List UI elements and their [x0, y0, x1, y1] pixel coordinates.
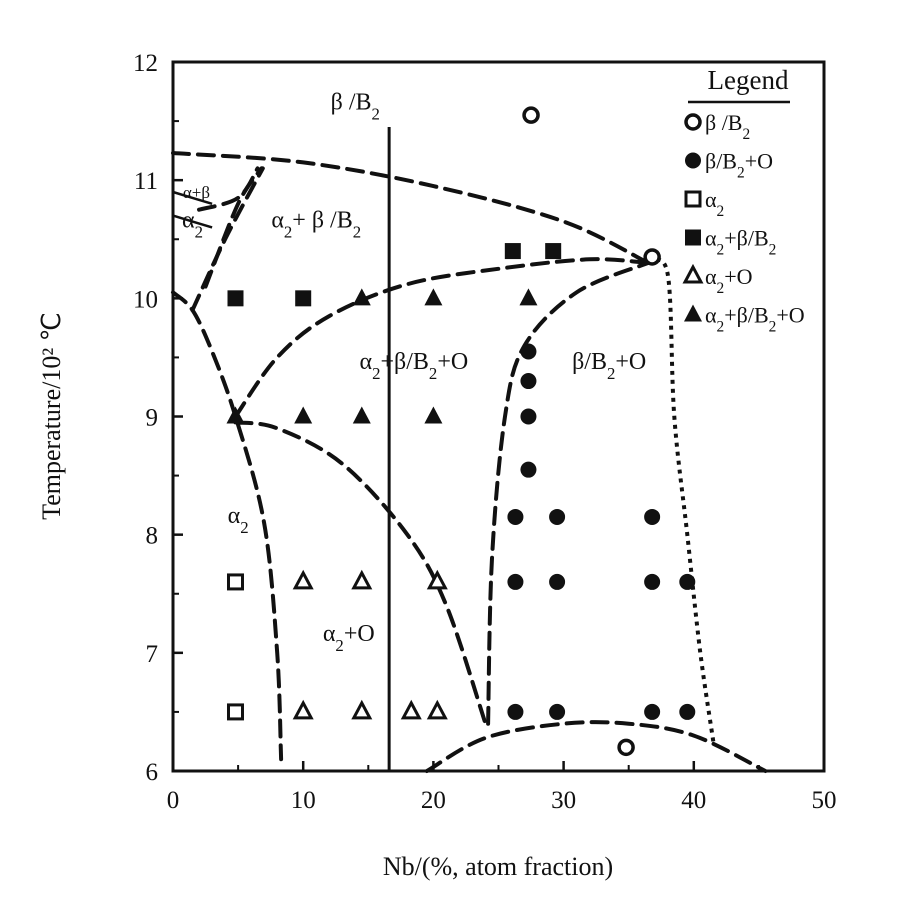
point-filled-square-2: [295, 290, 312, 307]
legend-entry-3: α2: [684, 187, 724, 220]
point-filled-triangle-7: [424, 406, 443, 424]
point-filled-triangle-3: [519, 288, 538, 306]
region-label-2: α+β: [183, 183, 210, 202]
point-filled-circle-2: [520, 373, 537, 390]
phase-boundary-2: [197, 166, 260, 212]
region-label-3: α2: [182, 207, 203, 241]
point-open-square-1: [226, 573, 244, 591]
point-filled-circle-6: [549, 508, 566, 525]
point-open-circle-1: [522, 106, 540, 124]
legend-marker-open-circle: [684, 113, 702, 131]
point-filled-square-4: [545, 243, 562, 260]
point-open-square-2: [226, 703, 244, 721]
legend-marker-filled-circle: [685, 152, 701, 169]
y-tick-label-12: 12: [133, 50, 158, 77]
legend-title: Legend: [708, 65, 789, 95]
x-axis-title: Nb/(%, atom fraction): [383, 852, 613, 881]
point-open-triangle-5: [351, 699, 373, 720]
point-open-triangle-3: [426, 569, 448, 590]
y-tick-label-9: 9: [146, 405, 159, 432]
y-tick-label-10: 10: [133, 286, 158, 313]
phase-boundary-1: [171, 151, 651, 265]
x-tick-label-0: 0: [167, 787, 180, 814]
x-tick-label-40: 40: [681, 787, 706, 814]
legend-entry-2: β/B2+O: [685, 149, 773, 182]
point-filled-circle-5: [507, 508, 524, 525]
x-tick-label-30: 30: [551, 787, 576, 814]
x-tick-label-20: 20: [421, 787, 446, 814]
phase-boundary-6: [233, 257, 651, 419]
y-tick-label-7: 7: [146, 641, 159, 668]
point-filled-square-3: [504, 243, 521, 260]
phase-boundary-8: [486, 260, 651, 726]
point-open-triangle-2: [351, 569, 373, 590]
y-tick-label-8: 8: [146, 523, 159, 550]
legend-label-2: β/B2+O: [705, 149, 773, 182]
phase-boundary-9: [424, 720, 768, 773]
legend-label-3: α2: [705, 187, 724, 220]
point-filled-square-1: [227, 290, 244, 307]
point-filled-circle-8: [507, 573, 524, 590]
legend-label-5: α2+O: [705, 264, 753, 297]
legend-label-6: α2+β/B2+O: [705, 303, 805, 336]
legend-label-1: β /B2: [705, 110, 750, 143]
point-filled-circle-7: [644, 508, 661, 525]
phase-boundary-11: [172, 214, 213, 229]
point-filled-circle-13: [549, 703, 566, 720]
region-label-1: β /B2: [331, 89, 380, 123]
legend-label-4: α2+β/B2: [705, 226, 776, 259]
region-label-8: α2+O: [323, 621, 375, 655]
point-open-circle-2: [643, 248, 661, 266]
point-filled-circle-1: [520, 343, 537, 360]
phase-boundary-12: [172, 190, 213, 205]
phase-boundary-5: [171, 290, 284, 762]
region-label-5: α2+β/B2+O: [360, 349, 469, 383]
legend-entry-5: α2+O: [682, 263, 753, 297]
point-filled-triangle-1: [352, 288, 371, 306]
y-tick-label-6: 6: [146, 759, 159, 786]
legend-entry-4: α2+β/B2: [685, 226, 776, 259]
point-filled-triangle-5: [294, 406, 313, 424]
region-label-7: α2: [228, 503, 249, 537]
point-filled-triangle-6: [352, 406, 371, 424]
phase-boundaries: [171, 151, 768, 773]
legend-marker-filled-square: [685, 229, 701, 246]
phase-boundary-7: [233, 420, 488, 726]
phase-boundary-3: [203, 166, 264, 289]
point-open-triangle-4: [292, 699, 314, 720]
point-filled-circle-12: [507, 703, 524, 720]
point-filled-circle-3: [520, 408, 537, 425]
legend-marker-open-triangle: [682, 263, 704, 284]
point-filled-circle-15: [679, 703, 696, 720]
data-markers: [226, 106, 696, 757]
legend: Legend β /B2 β/B2+O α2 α2+β/B2 α2+O α2+β/B2+O: [682, 65, 805, 336]
legend-marker-open-square: [684, 190, 702, 208]
region-label-4: α2+ β /B2: [271, 207, 361, 241]
legend-entry-1: β /B2: [684, 110, 750, 143]
x-tick-label-10: 10: [291, 787, 316, 814]
x-tick-label-50: 50: [812, 787, 837, 814]
legend-marker-filled-triangle: [684, 304, 702, 322]
phase-boundary-4: [190, 166, 265, 313]
axis-ticks: 0 10 20 30 40 50 6 7 8 9 10 11 12: [133, 50, 837, 814]
point-filled-circle-14: [644, 703, 661, 720]
point-filled-triangle-2: [424, 288, 443, 306]
y-tick-label-11: 11: [134, 168, 158, 195]
y-axis-title: Temperature/10² ℃: [37, 312, 66, 520]
point-open-triangle-1: [292, 569, 314, 590]
point-open-triangle-6: [400, 699, 422, 720]
point-filled-circle-11: [679, 573, 696, 590]
region-label-6: β/B2+O: [572, 349, 646, 383]
point-filled-circle-9: [549, 573, 566, 590]
point-open-triangle-7: [426, 699, 448, 720]
point-filled-circle-10: [644, 573, 661, 590]
point-filled-triangle-4: [226, 406, 245, 424]
region-labels: β /B2 α+β α2 α2+ β /B2 α2+β/B2+O β/B2+O α2 α2+O: [182, 89, 646, 654]
phase-boundary-10: [647, 257, 716, 742]
point-open-circle-3: [617, 738, 635, 757]
point-filled-circle-4: [520, 461, 537, 478]
legend-entry-6: α2+β/B2+O: [684, 303, 805, 336]
